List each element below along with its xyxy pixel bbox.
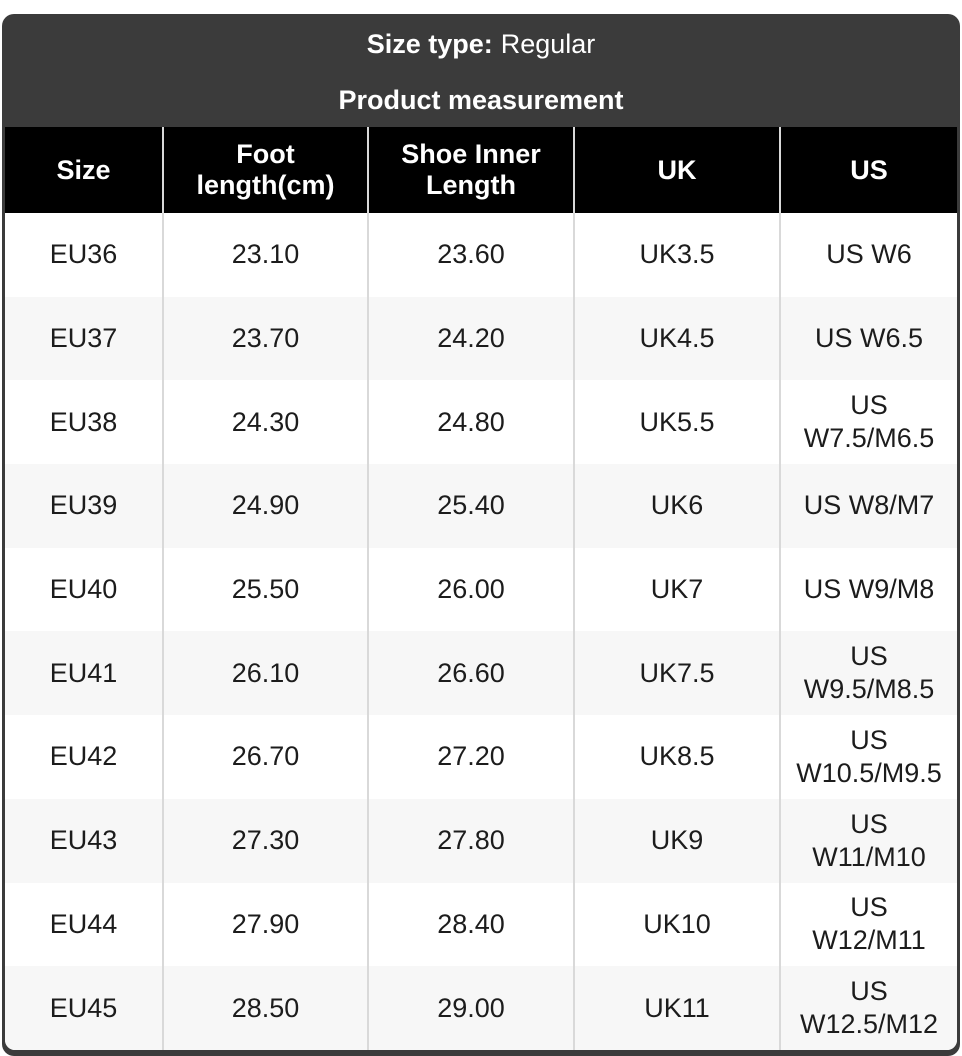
table-cell: US W6.5 bbox=[779, 296, 957, 381]
panel-header: Size type: Regular Product measurement bbox=[5, 14, 957, 127]
table-cell: US W7.5/M6.5 bbox=[779, 380, 957, 465]
table-cell: EU36 bbox=[5, 213, 162, 297]
table-cell: US W9/M8 bbox=[779, 547, 957, 632]
table-body: EU36 23.10 23.60 UK3.5 US W6 EU37 23.70 24.20 UK… bbox=[5, 213, 957, 1050]
table-row: EU45 28.50 29.00 UK11 US W12.5/M12 bbox=[5, 966, 957, 1050]
table-cell: 23.60 bbox=[367, 213, 573, 297]
table-row: EU37 23.70 24.20 UK4.5 US W6.5 bbox=[5, 296, 957, 381]
table-cell: 24.20 bbox=[367, 296, 573, 381]
table-cell: US W12.5/M12 bbox=[779, 966, 957, 1050]
table-cell: 23.10 bbox=[162, 213, 367, 297]
table-cell: US W11/M10 bbox=[779, 798, 957, 883]
table-cell: 27.80 bbox=[367, 798, 573, 883]
table-cell: 27.20 bbox=[367, 715, 573, 799]
size-type-label: Size type: bbox=[366, 29, 493, 59]
table-cell: 26.10 bbox=[162, 631, 367, 716]
table-cell: 25.40 bbox=[367, 464, 573, 548]
table-cell: 27.90 bbox=[162, 882, 367, 967]
table-row: EU38 24.30 24.80 UK5.5 US W7.5/M6.5 bbox=[5, 380, 957, 465]
table-row: EU39 24.90 25.40 UK6 US W8/M7 bbox=[5, 464, 957, 548]
table-cell: 28.50 bbox=[162, 966, 367, 1050]
table-cell: 24.30 bbox=[162, 380, 367, 465]
table-row: EU36 23.10 23.60 UK3.5 US W6 bbox=[5, 213, 957, 297]
table-cell: US W8/M7 bbox=[779, 464, 957, 548]
table-cell: 25.50 bbox=[162, 547, 367, 632]
table-row: EU40 25.50 26.00 UK7 US W9/M8 bbox=[5, 547, 957, 632]
table-cell: EU41 bbox=[5, 631, 162, 716]
column-header-us: US bbox=[779, 127, 957, 213]
table-cell: EU45 bbox=[5, 966, 162, 1050]
column-header-shoe-inner-length: Shoe Inner Length bbox=[367, 127, 573, 213]
table-cell: UK5.5 bbox=[573, 380, 779, 465]
column-header-size: Size bbox=[5, 127, 162, 213]
column-header-uk: UK bbox=[573, 127, 779, 213]
table-cell: UK11 bbox=[573, 966, 779, 1050]
measurement-title: Product measurement bbox=[338, 85, 624, 115]
size-table: Size Foot length(cm) Shoe Inner Length U… bbox=[5, 127, 957, 1050]
table-row: EU42 26.70 27.20 UK8.5 US W10.5/M9.5 bbox=[5, 715, 957, 799]
table-cell: 27.30 bbox=[162, 798, 367, 883]
size-type-value: Regular bbox=[500, 29, 596, 59]
table-cell: 23.70 bbox=[162, 296, 367, 381]
table-cell: 24.80 bbox=[367, 380, 573, 465]
table-cell: EU43 bbox=[5, 798, 162, 883]
table-cell: EU39 bbox=[5, 464, 162, 548]
table-cell: UK7 bbox=[573, 547, 779, 632]
table-cell: 24.90 bbox=[162, 464, 367, 548]
table-cell: UK7.5 bbox=[573, 631, 779, 716]
table-cell: EU42 bbox=[5, 715, 162, 799]
table-cell: 26.70 bbox=[162, 715, 367, 799]
table-cell: US W12/M11 bbox=[779, 882, 957, 967]
table-header-row: Size Foot length(cm) Shoe Inner Length U… bbox=[5, 127, 957, 213]
table-row: EU43 27.30 27.80 UK9 US W11/M10 bbox=[5, 798, 957, 883]
table-cell: UK10 bbox=[573, 882, 779, 967]
table-cell: EU44 bbox=[5, 882, 162, 967]
table-cell: UK3.5 bbox=[573, 213, 779, 297]
table-cell: 26.00 bbox=[367, 547, 573, 632]
table-cell: UK8.5 bbox=[573, 715, 779, 799]
column-header-foot-length: Foot length(cm) bbox=[162, 127, 367, 213]
table-cell: US W10.5/M9.5 bbox=[779, 715, 957, 799]
table-cell: 26.60 bbox=[367, 631, 573, 716]
table-cell: UK6 bbox=[573, 464, 779, 548]
size-chart-panel: Size type: Regular Product measurement S… bbox=[2, 14, 960, 1056]
table-cell: UK4.5 bbox=[573, 296, 779, 381]
table-cell: EU38 bbox=[5, 380, 162, 465]
table-row: EU44 27.90 28.40 UK10 US W12/M11 bbox=[5, 882, 957, 967]
size-table-wrap: Size Foot length(cm) Shoe Inner Length U… bbox=[5, 127, 957, 1050]
table-cell: US W9.5/M8.5 bbox=[779, 631, 957, 716]
table-cell: 28.40 bbox=[367, 882, 573, 967]
table-cell: 29.00 bbox=[367, 966, 573, 1050]
table-row: EU41 26.10 26.60 UK7.5 US W9.5/M8.5 bbox=[5, 631, 957, 716]
table-cell: EU40 bbox=[5, 547, 162, 632]
size-type-line: Size type: Regular bbox=[5, 30, 957, 58]
table-cell: UK9 bbox=[573, 798, 779, 883]
table-cell: EU37 bbox=[5, 296, 162, 381]
table-cell: US W6 bbox=[779, 213, 957, 297]
